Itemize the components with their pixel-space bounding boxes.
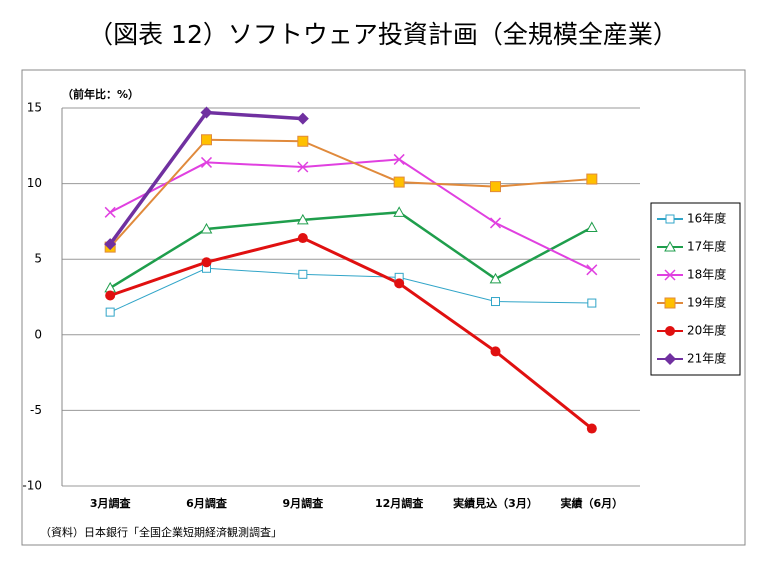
marker xyxy=(105,307,115,317)
marker xyxy=(489,217,502,229)
marker xyxy=(490,181,501,193)
marker xyxy=(585,221,598,232)
marker xyxy=(297,233,308,244)
x-tick-label: 6月調査 xyxy=(186,496,227,510)
marker xyxy=(393,206,406,217)
x-tick-label: 12月調査 xyxy=(375,496,423,510)
marker xyxy=(394,278,405,289)
y-tick-label: 15 xyxy=(27,101,42,115)
chart-title: （図表 12）ソフトウェア投資計画（全規模全産業） xyxy=(88,20,678,49)
legend-label: 17年度 xyxy=(687,239,726,254)
y-tick-label: 0 xyxy=(34,327,42,341)
marker xyxy=(664,297,676,309)
marker xyxy=(489,272,502,284)
marker xyxy=(105,290,116,301)
marker xyxy=(393,176,405,188)
marker xyxy=(586,173,598,185)
series-line xyxy=(109,236,593,430)
marker xyxy=(297,135,309,147)
y-tick-label: -10 xyxy=(22,479,42,493)
legend-label: 19年度 xyxy=(687,295,726,310)
marker xyxy=(665,214,675,224)
series-line xyxy=(109,138,592,248)
series-line xyxy=(109,267,592,313)
legend-label: 16年度 xyxy=(687,211,726,226)
x-tick-label: 実績（6月） xyxy=(561,496,624,510)
marker xyxy=(200,222,213,234)
marker xyxy=(586,423,597,434)
marker xyxy=(296,112,309,125)
marker xyxy=(664,353,676,365)
marker xyxy=(587,298,597,308)
marker xyxy=(200,156,213,168)
marker xyxy=(201,134,212,146)
legend-label: 21年度 xyxy=(687,351,726,366)
chart-frame xyxy=(21,69,746,546)
y-tick-label: -5 xyxy=(30,403,42,417)
legend-box xyxy=(650,202,741,376)
series-line xyxy=(109,158,593,271)
marker xyxy=(665,326,675,336)
marker xyxy=(296,213,309,225)
legend-label: 18年度 xyxy=(687,267,726,282)
x-tick-label: 実績見込（3月） xyxy=(453,496,538,510)
marker xyxy=(297,161,309,173)
marker xyxy=(200,106,213,119)
series-line xyxy=(109,211,593,289)
marker xyxy=(664,269,676,281)
source-note: （資料）日本銀行「全国企業短期経済観測調査」 xyxy=(40,525,282,539)
marker xyxy=(104,238,117,251)
marker xyxy=(104,206,116,218)
legend-label: 20年度 xyxy=(687,323,726,338)
x-tick-label: 9月調査 xyxy=(283,496,324,510)
marker xyxy=(490,346,501,357)
y-axis-label: （前年比：%） xyxy=(62,87,139,101)
marker xyxy=(664,240,676,252)
marker xyxy=(393,153,405,165)
x-tick-label: 3月調査 xyxy=(90,496,131,510)
marker xyxy=(491,297,500,307)
y-tick-label: 5 xyxy=(34,252,42,266)
marker xyxy=(201,257,212,268)
marker xyxy=(586,264,598,276)
y-tick-label: 10 xyxy=(27,176,42,190)
marker xyxy=(298,269,308,279)
